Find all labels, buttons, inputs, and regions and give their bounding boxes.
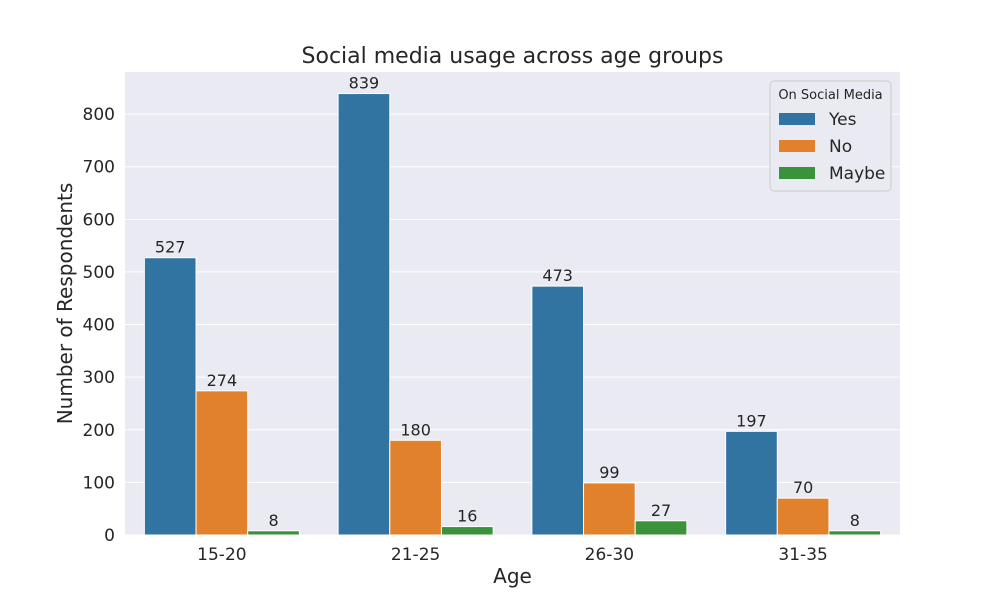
- y-axis-label: Number of Respondents: [53, 183, 77, 425]
- bar-no-15-20: [195, 390, 249, 536]
- y-tick-labels: 0 100 200 300 400 500 600 700 800: [83, 105, 115, 546]
- data-label: 99: [599, 463, 619, 482]
- legend: On Social Media Yes No Maybe: [769, 80, 892, 192]
- y-tick-label: 300: [83, 368, 115, 388]
- x-tick-label: 31-35: [778, 545, 827, 565]
- legend-items: Yes No Maybe: [779, 110, 885, 184]
- y-tick-label: 800: [83, 105, 115, 125]
- y-tick-label: 400: [83, 316, 115, 336]
- bar-no-21-25: [389, 439, 442, 536]
- bar-yes-15-20: [143, 257, 197, 536]
- chart-title: Social media usage across age groups: [302, 44, 724, 69]
- y-tick-label: 200: [83, 421, 115, 441]
- data-label: 8: [268, 511, 278, 530]
- legend-label-no: No: [829, 137, 852, 157]
- x-tick-labels: 15-20 21-25 26-30 31-35: [197, 545, 828, 565]
- data-label: 527: [155, 238, 186, 257]
- x-axis-label: Age: [493, 564, 532, 588]
- legend-swatch-no: [779, 140, 815, 152]
- y-tick-label: 500: [83, 263, 115, 283]
- y-tick-label: 700: [83, 158, 115, 178]
- bar-yes-31-35: [725, 430, 778, 536]
- legend-swatch-maybe: [779, 167, 815, 179]
- data-label: 16: [457, 507, 477, 526]
- y-tick-label: 100: [83, 473, 115, 493]
- bar-yes-26-30: [531, 285, 585, 536]
- bar-maybe-26-30: [634, 520, 688, 536]
- data-label: 27: [651, 501, 671, 520]
- bar-maybe-15-20: [247, 530, 300, 536]
- data-label: 839: [349, 74, 380, 93]
- data-label: 70: [793, 478, 813, 497]
- bar-maybe-31-35: [828, 530, 882, 536]
- x-tick-label: 26-30: [585, 545, 634, 565]
- bars: [143, 93, 882, 536]
- x-tick-label: 15-20: [197, 545, 246, 565]
- y-tick-label: 0: [104, 526, 115, 546]
- x-tick-label: 21-25: [391, 545, 440, 565]
- legend-label-maybe: Maybe: [829, 164, 885, 184]
- bar-yes-21-25: [337, 93, 391, 536]
- data-label: 274: [207, 371, 238, 390]
- data-label: 8: [850, 511, 860, 530]
- data-label: 197: [736, 411, 767, 430]
- legend-box: [769, 80, 892, 192]
- data-label: 180: [400, 420, 431, 439]
- data-label: 473: [542, 266, 573, 285]
- legend-title: On Social Media: [778, 88, 882, 103]
- data-labels: 527 274 8 839 180 16 473 99 27 197 70 8: [155, 74, 860, 530]
- legend-label-yes: Yes: [828, 110, 857, 130]
- bar-maybe-21-25: [440, 526, 494, 536]
- y-tick-label: 600: [83, 210, 115, 230]
- bar-no-31-35: [776, 497, 830, 536]
- bar-no-26-30: [583, 482, 636, 536]
- legend-swatch-yes: [779, 113, 815, 125]
